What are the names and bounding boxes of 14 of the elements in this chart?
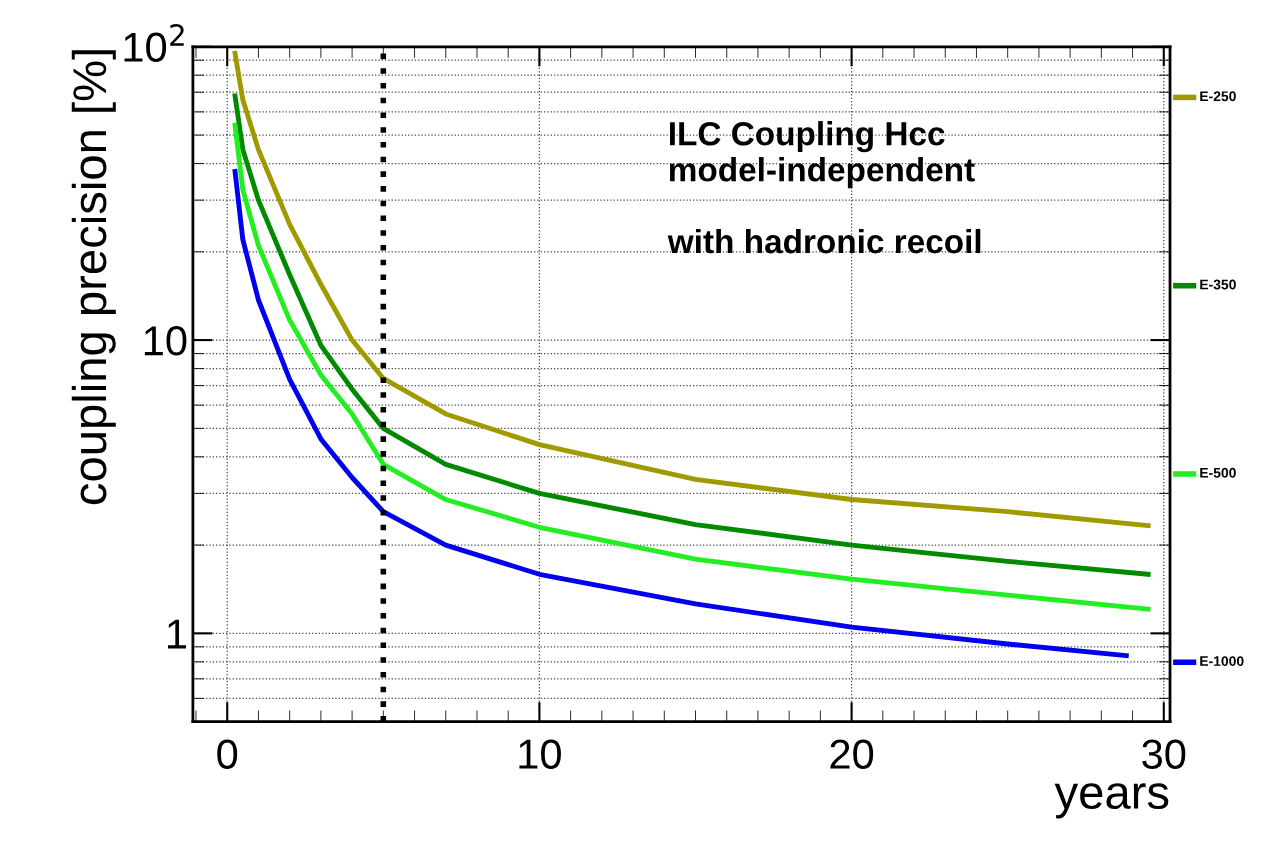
x-tick-label: 0 bbox=[217, 739, 238, 769]
x-axis-title: years bbox=[1054, 783, 1169, 819]
legend-label: E-250 bbox=[1200, 91, 1236, 102]
legend-label: E-1000 bbox=[1200, 656, 1244, 666]
x-tick-label: 30 bbox=[1142, 739, 1186, 769]
y-axis-title: coupling precision [%] bbox=[71, 50, 116, 505]
x-tick-label: 20 bbox=[830, 739, 874, 769]
legend-label: E-350 bbox=[1200, 279, 1236, 290]
y-tick-label: 10$^{2}$ bbox=[124, 23, 184, 62]
legend-label: E-500 bbox=[1200, 467, 1236, 478]
text: ILC Coupling Hcc model-independent with hadronic recoil bbox=[667, 121, 981, 254]
y-tick-label: 10 bbox=[144, 326, 187, 356]
y-tick-label: 1 bbox=[168, 619, 186, 649]
x-tick-label: 10 bbox=[519, 739, 561, 769]
